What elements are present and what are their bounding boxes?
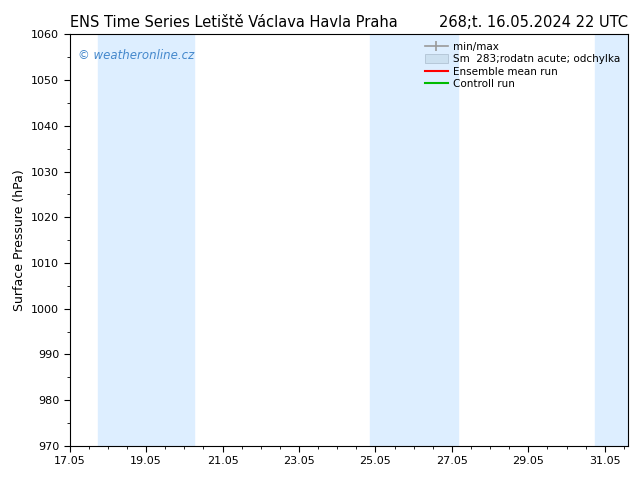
Y-axis label: Surface Pressure (hPa): Surface Pressure (hPa) [13,169,25,311]
Text: ENS Time Series Letiště Václava Havla Praha: ENS Time Series Letiště Václava Havla Pr… [70,15,398,30]
Bar [98,34,194,446]
Bar [595,34,628,446]
Text: © weatheronline.cz: © weatheronline.cz [78,49,195,62]
Legend: min/max, Sm  283;rodatn acute; odchylka, Ensemble mean run, Controll run: min/max, Sm 283;rodatn acute; odchylka, … [423,40,623,92]
Bar [370,34,458,446]
Text: 268;t. 16.05.2024 22 UTC: 268;t. 16.05.2024 22 UTC [439,15,628,30]
